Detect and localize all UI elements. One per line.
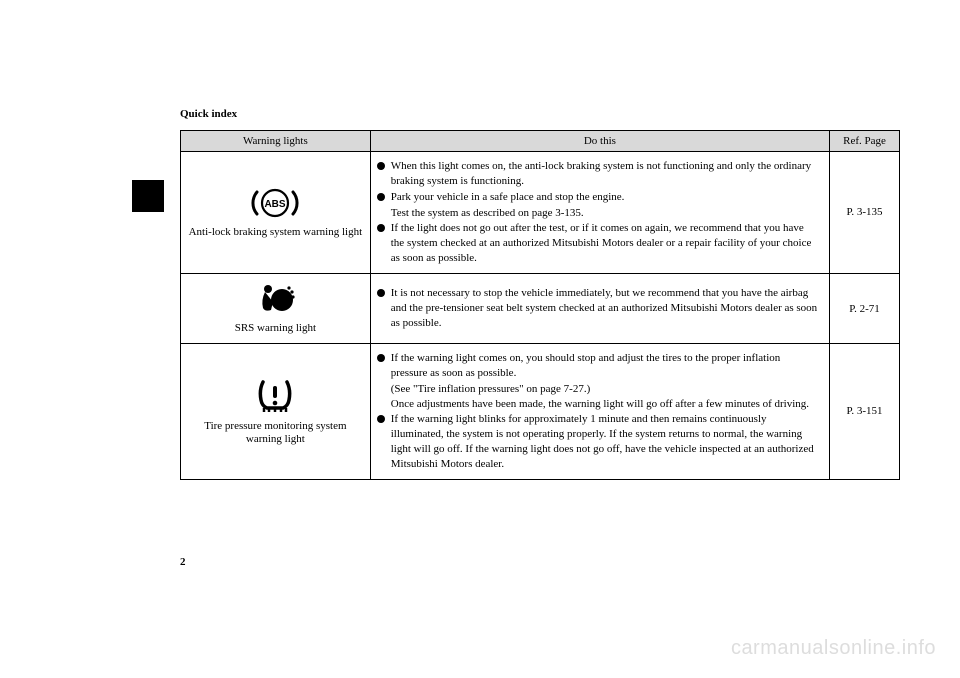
- tpms-icon: [253, 376, 297, 414]
- tpms-label: Tire pressure monitoring system warning …: [185, 420, 366, 446]
- header-do: Do this: [370, 131, 829, 152]
- bullet-text: If the warning light blinks for approxim…: [377, 412, 819, 471]
- abs-label: Anti-lock braking system warning light: [189, 226, 363, 239]
- bullet-text: When this light comes on, the anti-lock …: [377, 159, 819, 189]
- header-ref: Ref. Page: [830, 131, 900, 152]
- side-tab: [132, 180, 164, 212]
- page-content: Quick index Warning lights Do this Ref. …: [180, 108, 900, 480]
- bullet-text: If the warning light comes on, you shoul…: [377, 351, 819, 381]
- abs-do-cell: When this light comes on, the anti-lock …: [370, 152, 829, 274]
- bullet-text: It is not necessary to stop the vehicle …: [377, 286, 819, 331]
- srs-ref: P. 2-71: [830, 273, 900, 343]
- section-title: Quick index: [180, 108, 900, 120]
- sub-text: Test the system as described on page 3-1…: [377, 206, 819, 221]
- page-number: 2: [180, 556, 186, 568]
- tpms-icon-cell: Tire pressure monitoring system warning …: [181, 344, 371, 480]
- srs-icon: [251, 282, 299, 316]
- header-lights: Warning lights: [181, 131, 371, 152]
- table-row: SRS warning light It is not necessary to…: [181, 273, 900, 343]
- bullet-text: If the light does not go out after the t…: [377, 221, 819, 266]
- srs-icon-cell: SRS warning light: [181, 273, 371, 343]
- table-header-row: Warning lights Do this Ref. Page: [181, 131, 900, 152]
- srs-do-cell: It is not necessary to stop the vehicle …: [370, 273, 829, 343]
- srs-label: SRS warning light: [235, 322, 316, 335]
- tpms-ref: P. 3-151: [830, 344, 900, 480]
- tpms-do-cell: If the warning light comes on, you shoul…: [370, 344, 829, 480]
- svg-text:ABS: ABS: [265, 199, 286, 210]
- watermark: carmanualsonline.info: [731, 637, 936, 660]
- warning-lights-table: Warning lights Do this Ref. Page ABS: [180, 130, 900, 480]
- table-row: ABS Anti-lock braking system warning lig…: [181, 152, 900, 274]
- bullet-text: Park your vehicle in a safe place and st…: [377, 190, 819, 205]
- abs-icon: ABS: [247, 186, 303, 220]
- sub-text: (See "Tire inflation pressures" on page …: [377, 382, 819, 397]
- sub-text: Once adjustments have been made, the war…: [377, 397, 819, 412]
- table-row: Tire pressure monitoring system warning …: [181, 344, 900, 480]
- abs-ref: P. 3-135: [830, 152, 900, 274]
- abs-icon-cell: ABS Anti-lock braking system warning lig…: [181, 152, 371, 274]
